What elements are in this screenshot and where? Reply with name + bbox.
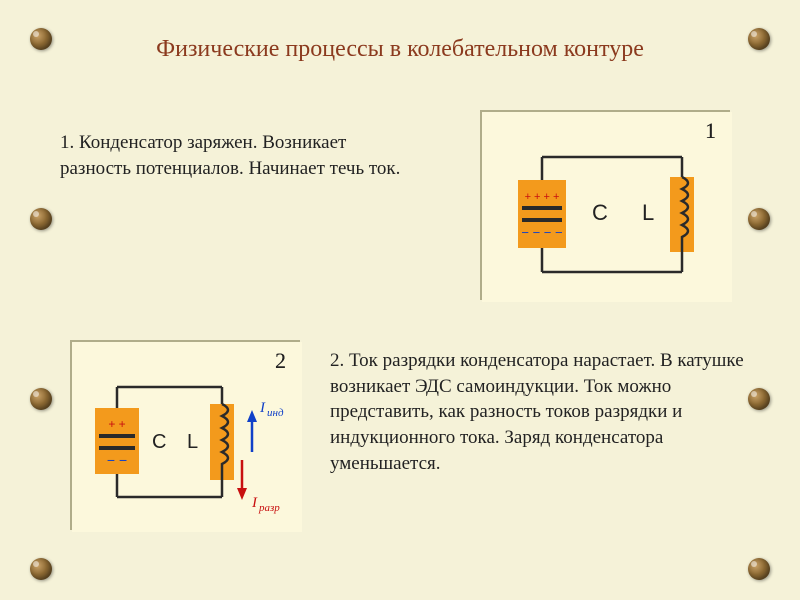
svg-text:+ + + +: + + + + — [525, 191, 560, 203]
diagram-2-number-b: 2 — [275, 348, 286, 374]
diagram-2-svg: + + − − C L I инд I разр — [72, 342, 302, 532]
svg-text:разр: разр — [258, 502, 280, 514]
svg-text:− −: − − — [107, 452, 127, 468]
svg-text:L: L — [642, 200, 654, 225]
step-2-text: 2. Ток разрядки конденсатора нарастает. … — [330, 348, 750, 476]
rivet-icon — [748, 558, 770, 580]
svg-text:− − − −: − − − − — [521, 225, 562, 240]
rivet-icon — [748, 208, 770, 230]
page-title: Физические процессы в колебательном конт… — [80, 36, 720, 63]
svg-text:C: C — [592, 200, 608, 225]
step-1-text: 1. Конденсатор заряжен. Возникает разнос… — [60, 130, 420, 181]
rivet-icon — [748, 388, 770, 410]
diagram-1-number-b: 1 — [705, 118, 716, 144]
diagram-2-panel: 2 + + − − C L I инд I разр 2 — [70, 340, 300, 530]
rivet-icon — [748, 28, 770, 50]
rivet-icon — [30, 388, 52, 410]
svg-text:+ +: + + — [108, 417, 125, 431]
svg-text:I: I — [259, 400, 266, 416]
svg-text:L: L — [187, 431, 198, 453]
rivet-icon — [30, 558, 52, 580]
rivet-icon — [30, 28, 52, 50]
diagram-1-panel: 1 + + + + − − − − — [480, 110, 730, 300]
diagram-1-svg: + + + + − − − − + + + + − − − − C L — [482, 112, 732, 302]
svg-text:C: C — [152, 431, 166, 453]
svg-text:инд: инд — [267, 407, 284, 419]
svg-text:I: I — [251, 495, 258, 511]
rivet-icon — [30, 208, 52, 230]
